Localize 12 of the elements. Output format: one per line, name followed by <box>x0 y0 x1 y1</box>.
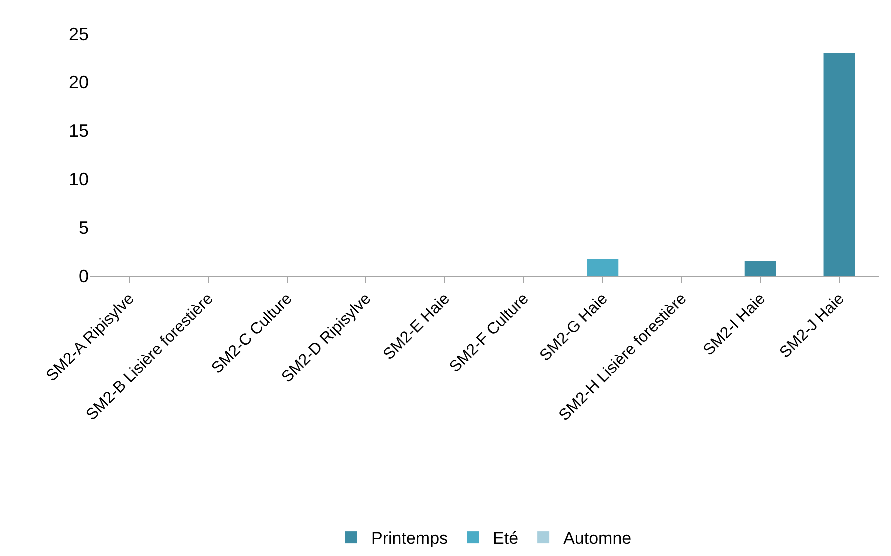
y-tick-label: 10 <box>68 170 89 190</box>
y-tick-label: 5 <box>78 218 89 238</box>
legend-label: Eté <box>493 529 519 548</box>
y-tick-label: 20 <box>68 72 89 93</box>
bar <box>824 53 856 276</box>
legend-label: Automne <box>564 529 632 548</box>
legend-label: Printemps <box>372 529 448 548</box>
bar <box>587 260 619 276</box>
y-tick-label: 25 <box>68 24 89 44</box>
y-tick-label: 15 <box>68 121 89 142</box>
y-tick-label: 0 <box>78 266 89 286</box>
bar <box>744 261 776 276</box>
